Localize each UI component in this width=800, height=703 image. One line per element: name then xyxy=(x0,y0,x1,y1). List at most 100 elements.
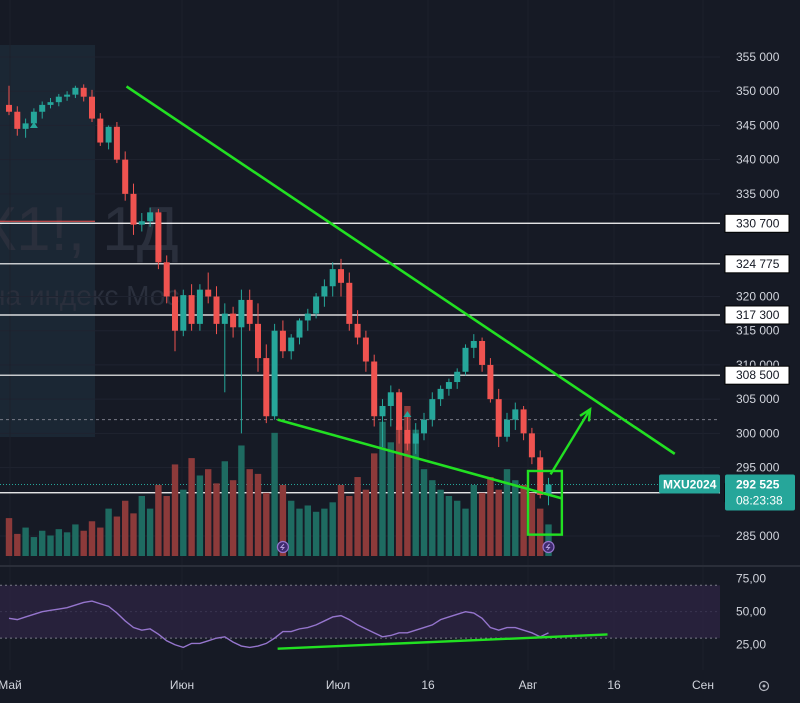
time-tick-label: Июн xyxy=(170,678,194,692)
candle-body xyxy=(72,87,79,95)
volume-bar xyxy=(304,505,311,556)
candle-body xyxy=(479,340,486,365)
candle-body xyxy=(504,419,510,437)
candle-body xyxy=(172,296,178,331)
price-tick-label: 335 000 xyxy=(736,187,780,201)
level-label-box xyxy=(724,254,790,274)
prior-period-shade xyxy=(0,45,95,437)
candle-body xyxy=(14,111,21,129)
volume-bar xyxy=(205,469,212,556)
candle-body xyxy=(313,296,320,314)
time-axis[interactable]: Май Июн Июл 16 Авг 16 Сен xyxy=(0,678,714,692)
candle-body xyxy=(354,323,361,338)
volume-bar xyxy=(155,484,162,556)
price-tick-label: 340 000 xyxy=(736,153,780,167)
volume-bar xyxy=(371,453,378,556)
candle-body xyxy=(22,123,29,129)
volume-bar xyxy=(512,480,519,556)
candle-body xyxy=(279,330,286,352)
volume-bar xyxy=(238,445,245,556)
volume-bar xyxy=(429,480,436,556)
volume-bar xyxy=(113,516,121,556)
last-price-text: 292 525 xyxy=(736,478,780,492)
symbol-tag xyxy=(659,474,720,494)
candle-body xyxy=(288,337,295,352)
candle-body xyxy=(545,484,552,495)
candle-body xyxy=(445,382,452,389)
settings-corner[interactable] xyxy=(758,680,770,692)
watermark-symbol: К1!, 1Д xyxy=(0,195,179,264)
projection-arrow-head xyxy=(579,407,592,422)
rsi-tick-label: 75,00 xyxy=(736,572,766,586)
signal-marker-icon xyxy=(29,122,38,128)
candle-body xyxy=(362,337,369,362)
time-tick-label: 16 xyxy=(607,678,621,692)
price-axis-background xyxy=(720,0,800,703)
trendline-support xyxy=(277,418,563,500)
price-axis[interactable]: 355 000 350 000 345 000 340 000 335 000 320 0… xyxy=(736,50,780,543)
candle-body xyxy=(180,295,187,331)
rsi-tick-label: 25,00 xyxy=(736,638,766,652)
candle-body xyxy=(55,96,62,103)
candle-body xyxy=(138,221,145,225)
volume-bar xyxy=(296,508,303,556)
highlight-box xyxy=(526,469,564,536)
volume-bar xyxy=(105,508,112,556)
candle-body xyxy=(205,289,212,297)
volume-bar xyxy=(5,518,13,556)
volume-bar xyxy=(346,496,353,556)
price-tick-label: 320 000 xyxy=(736,290,780,304)
candle-body xyxy=(30,111,37,124)
countdown-text: 08:23:38 xyxy=(736,494,783,508)
volume-bar xyxy=(445,496,453,556)
watermark-subtitle: на индекс Мос xyxy=(0,280,179,311)
candle-body xyxy=(113,126,120,160)
candle-body xyxy=(163,262,170,297)
rsi-trendline xyxy=(277,633,608,650)
volume-bar xyxy=(362,489,370,556)
price-tick-label: 285 000 xyxy=(736,529,780,543)
volume-bar xyxy=(312,511,320,556)
volume-bar xyxy=(329,502,336,556)
volume-bar xyxy=(246,469,253,556)
volume-bar xyxy=(321,508,328,556)
volume-bar xyxy=(122,500,129,556)
candle-body xyxy=(271,330,278,417)
settings-icon xyxy=(758,680,770,692)
volume-bar xyxy=(279,484,287,556)
volume-bar xyxy=(545,524,552,556)
volume-bar xyxy=(495,489,502,556)
volume-bar xyxy=(354,477,361,556)
candle-body xyxy=(329,269,336,287)
volume-bar xyxy=(487,477,494,556)
price-tags: MXU2024 292 525 08:23:38 xyxy=(659,474,795,511)
volume-bar xyxy=(462,508,469,556)
candle-body xyxy=(188,295,195,324)
volume-bar xyxy=(271,432,278,556)
candle-body xyxy=(462,347,469,372)
candle-body xyxy=(528,433,535,458)
candle-body xyxy=(47,102,54,105)
volume-bar xyxy=(188,458,195,556)
volume-bar xyxy=(163,496,170,556)
candle-body xyxy=(64,94,71,97)
price-tick-label: 300 000 xyxy=(736,426,780,440)
level-label-text: 317 300 xyxy=(736,308,780,322)
candle-body xyxy=(122,159,129,194)
rsi-line xyxy=(8,600,549,649)
price-tick-label: 345 000 xyxy=(736,118,780,132)
volume-bar xyxy=(22,527,29,556)
level-label-text: 324 775 xyxy=(736,257,780,271)
level-label-box xyxy=(724,305,790,325)
candle-body xyxy=(429,399,436,420)
volume-bar xyxy=(528,492,536,556)
lightning-icon xyxy=(545,543,551,551)
symbol-tag-text: MXU2024 xyxy=(663,478,717,492)
volume-bar xyxy=(387,442,394,556)
volume-bar xyxy=(14,533,21,556)
volume-bar xyxy=(379,421,386,556)
candle-body xyxy=(537,457,544,495)
trendline-resistance xyxy=(125,85,676,455)
volume-bar xyxy=(47,535,54,556)
